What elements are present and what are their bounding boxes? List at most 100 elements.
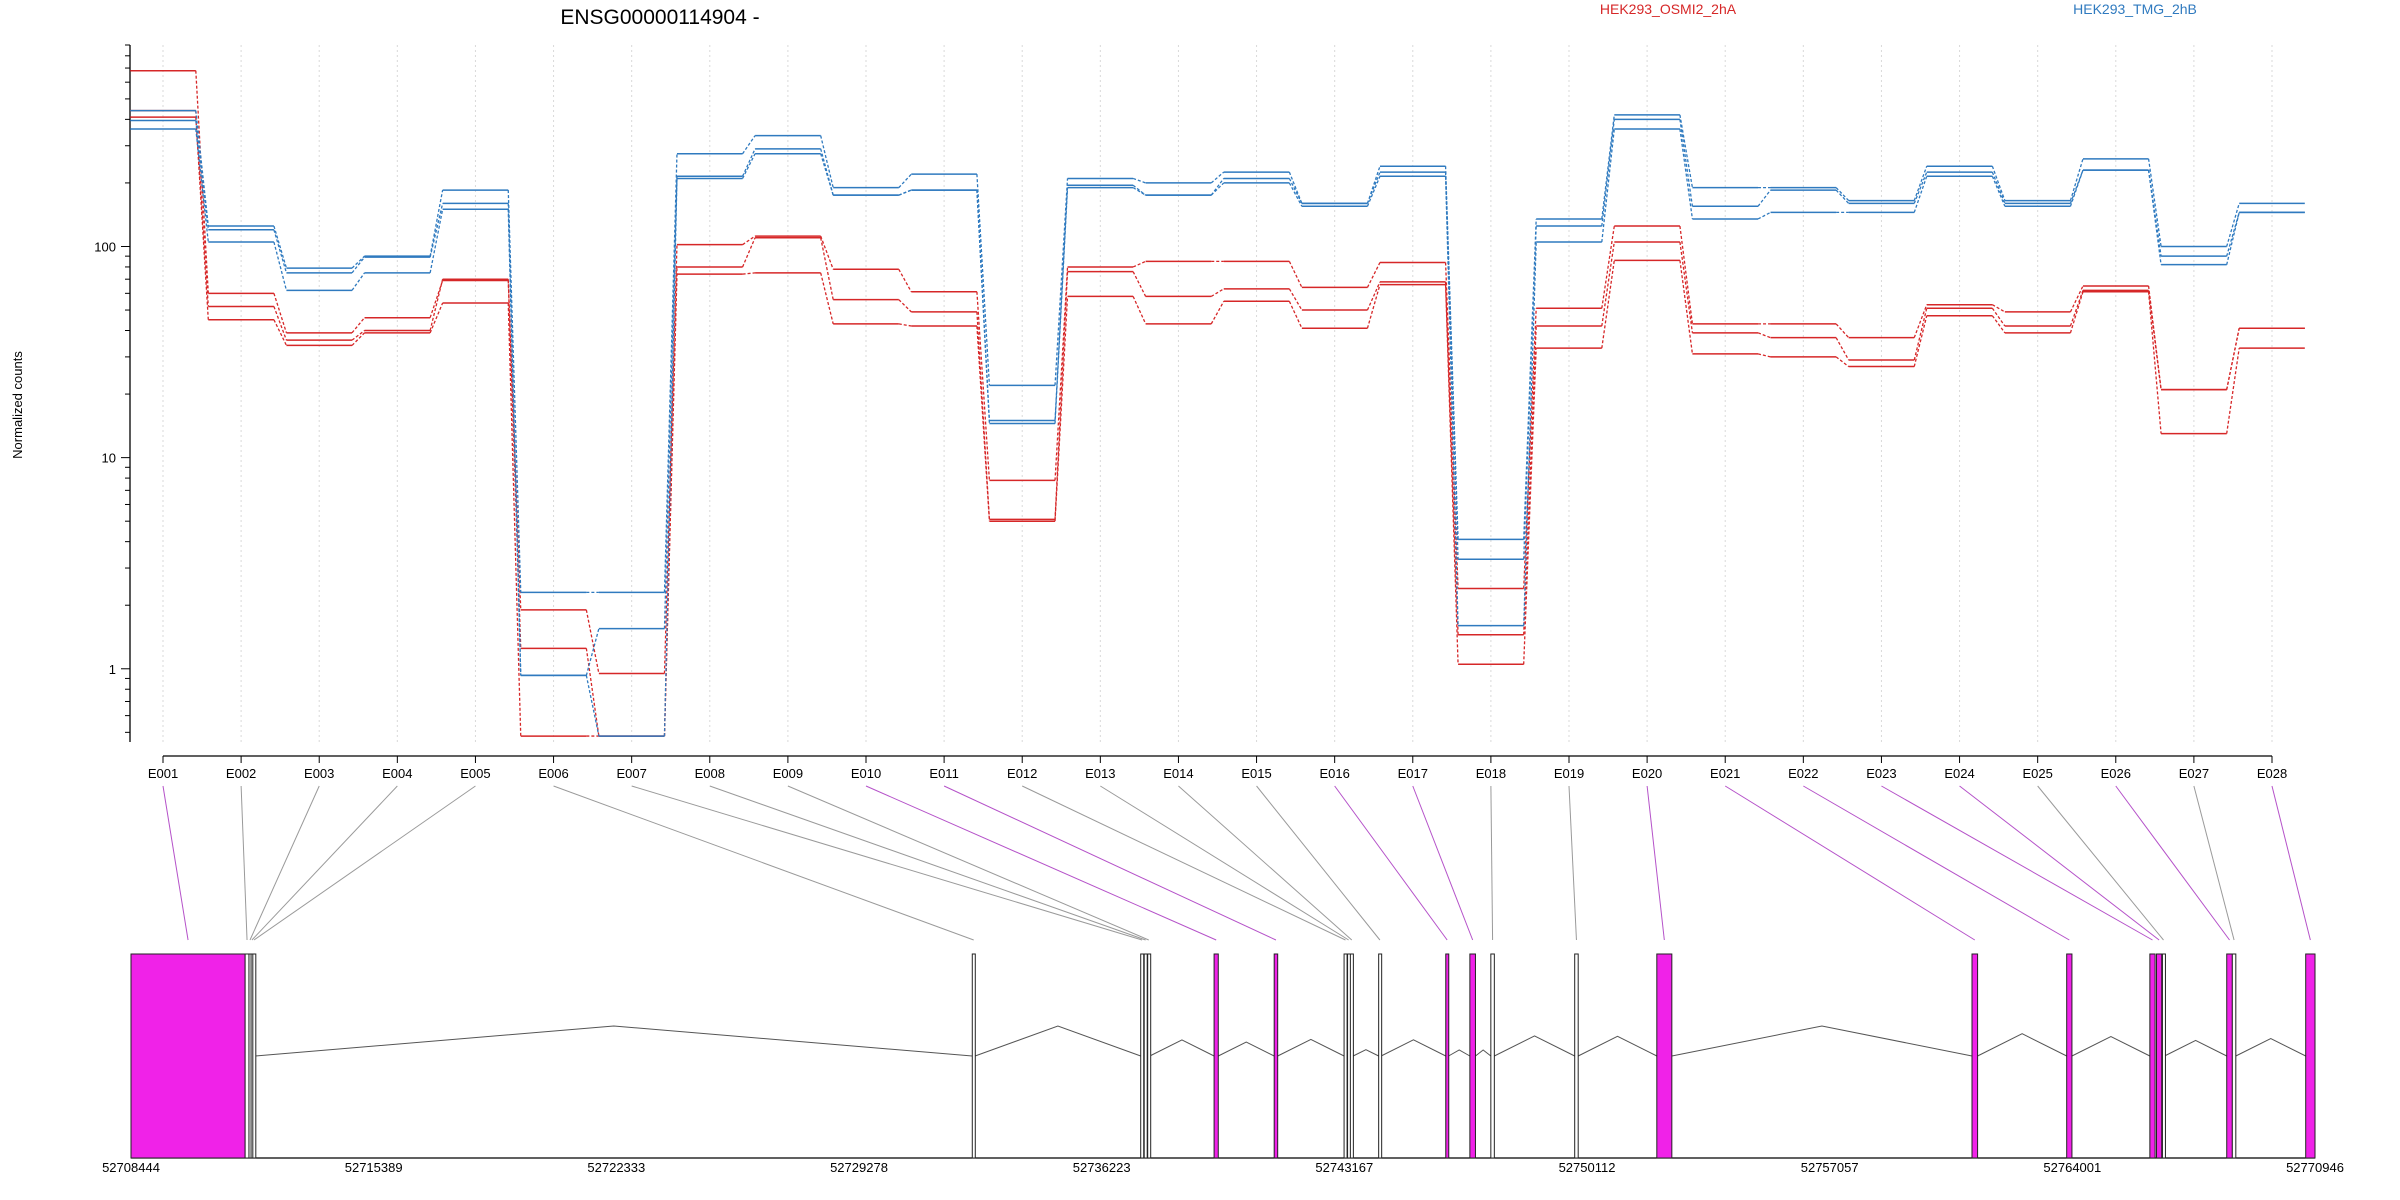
transition-segment — [1835, 323, 1850, 339]
exon-connector — [865, 785, 1217, 941]
transition-segment — [195, 117, 209, 320]
transition-segment — [1288, 261, 1303, 288]
transition-segment — [429, 209, 444, 273]
exon-connector — [1178, 785, 1353, 941]
transition-segment — [976, 174, 991, 386]
exon-label: E025 — [2022, 766, 2052, 781]
transition-segment — [1991, 176, 2006, 207]
series-5 — [130, 118, 2305, 677]
exon-label: E026 — [2101, 766, 2131, 781]
transition-segment — [1757, 189, 1772, 207]
exon-box — [1490, 953, 1495, 1159]
transition-segment — [1444, 262, 1459, 589]
transition-segment — [898, 173, 912, 189]
transition-segment — [1992, 304, 2006, 313]
transition-segment — [585, 675, 600, 737]
transition-segment — [1913, 308, 1928, 361]
transition-segment — [1835, 189, 1850, 204]
exon-connector — [253, 785, 476, 941]
transition-segment — [1366, 171, 1381, 204]
transition-segment — [2226, 348, 2240, 434]
y-tick-label: 10 — [102, 451, 116, 466]
transition-segment — [273, 293, 288, 334]
transition-segment — [195, 128, 209, 243]
transition-segment — [1132, 177, 1146, 184]
exon-connector — [2037, 785, 2164, 941]
transition-segment — [1991, 165, 2006, 201]
transition-segment — [429, 189, 444, 257]
intron-line — [255, 1025, 973, 1057]
transition-segment — [1132, 260, 1146, 268]
transition-segment — [898, 189, 912, 196]
coordinate-tick-label: 52750112 — [1559, 1160, 1616, 1175]
transition-segment — [742, 235, 756, 246]
transition-segment — [898, 299, 912, 313]
transition-segment — [898, 268, 912, 293]
transition-segment — [820, 237, 834, 300]
transition-segment — [1601, 119, 1615, 227]
exon-box — [1143, 953, 1148, 1159]
transition-segment — [1601, 114, 1615, 220]
exon-label: E017 — [1398, 766, 1428, 781]
exon-box — [971, 953, 976, 1159]
transition-segment — [1366, 281, 1381, 311]
exon-connector — [2193, 785, 2235, 941]
exon-connector — [1022, 785, 1346, 941]
y-tick-label: 1 — [109, 662, 116, 677]
transition-segment — [1288, 301, 1303, 329]
coordinate-tick-label: 52736223 — [1073, 1160, 1131, 1175]
transition-segment — [585, 628, 600, 676]
transition-segment — [1054, 271, 1069, 520]
transition-segment — [1913, 304, 1928, 338]
coordinate-tick-label: 52757057 — [1801, 1160, 1859, 1175]
exon-label: E015 — [1241, 766, 1271, 781]
exon-label: E028 — [2257, 766, 2287, 781]
transition-segment — [1523, 326, 1537, 635]
transition-segment — [2226, 212, 2240, 265]
transition-segment — [1444, 172, 1459, 560]
exon-label: E027 — [2179, 766, 2209, 781]
transition-segment — [2147, 158, 2162, 247]
transition-segment — [2226, 203, 2240, 247]
transition-segment — [976, 291, 991, 481]
exon-label: E010 — [851, 766, 881, 781]
exon-box — [1147, 953, 1152, 1159]
transition-segment — [1523, 348, 1537, 665]
transition-segment — [1444, 176, 1459, 626]
transition-segment — [742, 153, 756, 179]
transition-segment — [1523, 225, 1537, 560]
transition-segment — [1132, 187, 1146, 196]
transition-segment — [1210, 300, 1225, 325]
intron-line — [974, 1025, 1141, 1057]
coordinate-tick-label: 52715389 — [345, 1160, 403, 1175]
transition-segment — [2147, 170, 2162, 265]
series-4 — [130, 109, 2305, 594]
transition-segment — [195, 120, 209, 230]
transition-segment — [1913, 315, 1928, 367]
exon-box — [1343, 953, 1348, 1159]
transition-segment — [976, 325, 991, 522]
intron-line — [1218, 1041, 1275, 1057]
exon-connector — [1568, 785, 1577, 941]
transition-segment — [1601, 225, 1615, 309]
transition-segment — [2226, 328, 2240, 390]
transition-segment — [820, 148, 834, 196]
exon-label: E021 — [1710, 766, 1740, 781]
transition-segment — [273, 319, 288, 346]
exon-connector — [251, 785, 398, 941]
intron-line — [1494, 1035, 1575, 1057]
exon-label: E014 — [1163, 766, 1193, 781]
exon-box — [244, 953, 250, 1159]
exon-label: E024 — [1944, 766, 1974, 781]
exon-connector — [1803, 785, 2070, 941]
series-1 — [130, 69, 2305, 675]
transition-segment — [1991, 315, 2006, 334]
transition-segment — [351, 329, 365, 341]
exon-box — [1378, 953, 1383, 1159]
transition-segment — [1601, 128, 1615, 243]
exon-box — [130, 953, 246, 1159]
axes: 1 10 100 E001 E002 E003 E004 E005 E006 E007 E008 E0… — [94, 44, 2287, 781]
exon-connector — [1724, 785, 1976, 941]
coordinate-tick-label: 52722333 — [587, 1160, 645, 1175]
transition-segment — [1210, 288, 1225, 297]
